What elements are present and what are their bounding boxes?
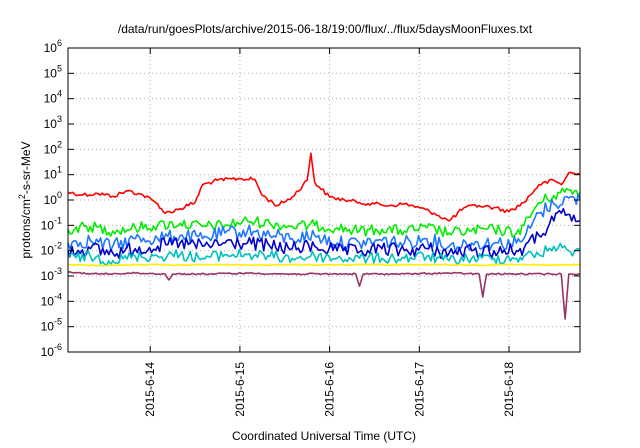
y-tick-label: 101	[44, 165, 62, 182]
plot-frame	[67, 47, 581, 353]
series-line-7	[67, 271, 581, 320]
y-tick-exponent: 0	[57, 190, 62, 200]
y-tick-label: 10-1	[41, 215, 62, 232]
y-tick-label: 10-4	[41, 291, 62, 308]
y-axis-title: protons/cm2-s-sr-MeV	[17, 141, 33, 258]
y-tick-label: 100	[44, 190, 62, 207]
y-tick-exponent: 6	[57, 38, 62, 48]
series-line-2	[67, 187, 581, 238]
y-tick-exponent: -4	[54, 291, 62, 301]
y-axis-title-rest: -s-sr-MeV	[19, 141, 33, 194]
series-line-3	[67, 193, 581, 253]
y-tick-label: 10-5	[41, 317, 62, 334]
y-tick-exponent: -2	[54, 241, 62, 251]
y-tick-exponent: -1	[54, 215, 62, 225]
y-tick-exponent: 5	[57, 63, 62, 73]
x-tick-label: 2015-6-14	[143, 362, 157, 417]
y-tick-base: 10	[44, 193, 58, 207]
series-line-4	[67, 207, 581, 260]
x-axis-ticks: 2015-6-14 2015-6-15 2015-6-16 2015-6-17 2015…	[143, 48, 516, 417]
y-tick-base: 10	[44, 92, 58, 106]
y-tick-exponent: 4	[57, 89, 62, 99]
y-tick-base: 10	[44, 41, 58, 55]
y-tick-label: 104	[44, 89, 62, 106]
y-tick-base: 10	[44, 66, 58, 80]
y-tick-base: 10	[41, 294, 55, 308]
y-tick-exponent: -6	[54, 342, 62, 352]
y-axis-title-sup: 2	[17, 194, 27, 199]
y-tick-label: 105	[44, 63, 62, 80]
y-axis-title-main: protons/cm	[19, 199, 33, 258]
y-tick-exponent: -3	[54, 266, 62, 276]
x-tick-label: 2015-6-16	[323, 362, 337, 417]
y-tick-base: 10	[41, 320, 55, 334]
y-tick-base: 10	[41, 218, 55, 232]
y-tick-exponent: 3	[57, 114, 62, 124]
y-tick-label: 10-6	[41, 342, 62, 359]
x-tick-label: 2015-6-18	[502, 362, 516, 417]
x-axis-title: Coordinated Universal Time (UTC)	[232, 429, 416, 443]
y-tick-label: 106	[44, 38, 62, 55]
y-tick-base: 10	[41, 269, 55, 283]
y-tick-label: 103	[44, 114, 62, 131]
y-tick-exponent: -5	[54, 317, 62, 327]
y-axis-ticks: 10-610-510-410-310-210-11001011021031041…	[41, 38, 580, 359]
x-tick-label: 2015-6-15	[233, 362, 247, 417]
y-tick-base: 10	[44, 168, 58, 182]
series-line-6	[68, 263, 581, 267]
y-tick-base: 10	[41, 244, 55, 258]
y-tick-exponent: 2	[57, 139, 62, 149]
y-tick-base: 10	[44, 117, 58, 131]
chart-title: /data/run/goesPlots/archive/2015-06-18/1…	[118, 22, 533, 36]
y-tick-exponent: 1	[57, 165, 62, 175]
x-tick-label: 2015-6-17	[412, 362, 426, 417]
y-tick-label: 102	[44, 139, 62, 156]
series-lines	[67, 152, 581, 320]
series-line-5	[67, 242, 581, 266]
y-tick-label: 10-3	[41, 266, 62, 283]
y-tick-base: 10	[44, 142, 58, 156]
y-tick-base: 10	[41, 345, 55, 359]
y-tick-label: 10-2	[41, 241, 62, 258]
series-line-1	[67, 152, 581, 222]
grid-lines	[68, 48, 580, 352]
